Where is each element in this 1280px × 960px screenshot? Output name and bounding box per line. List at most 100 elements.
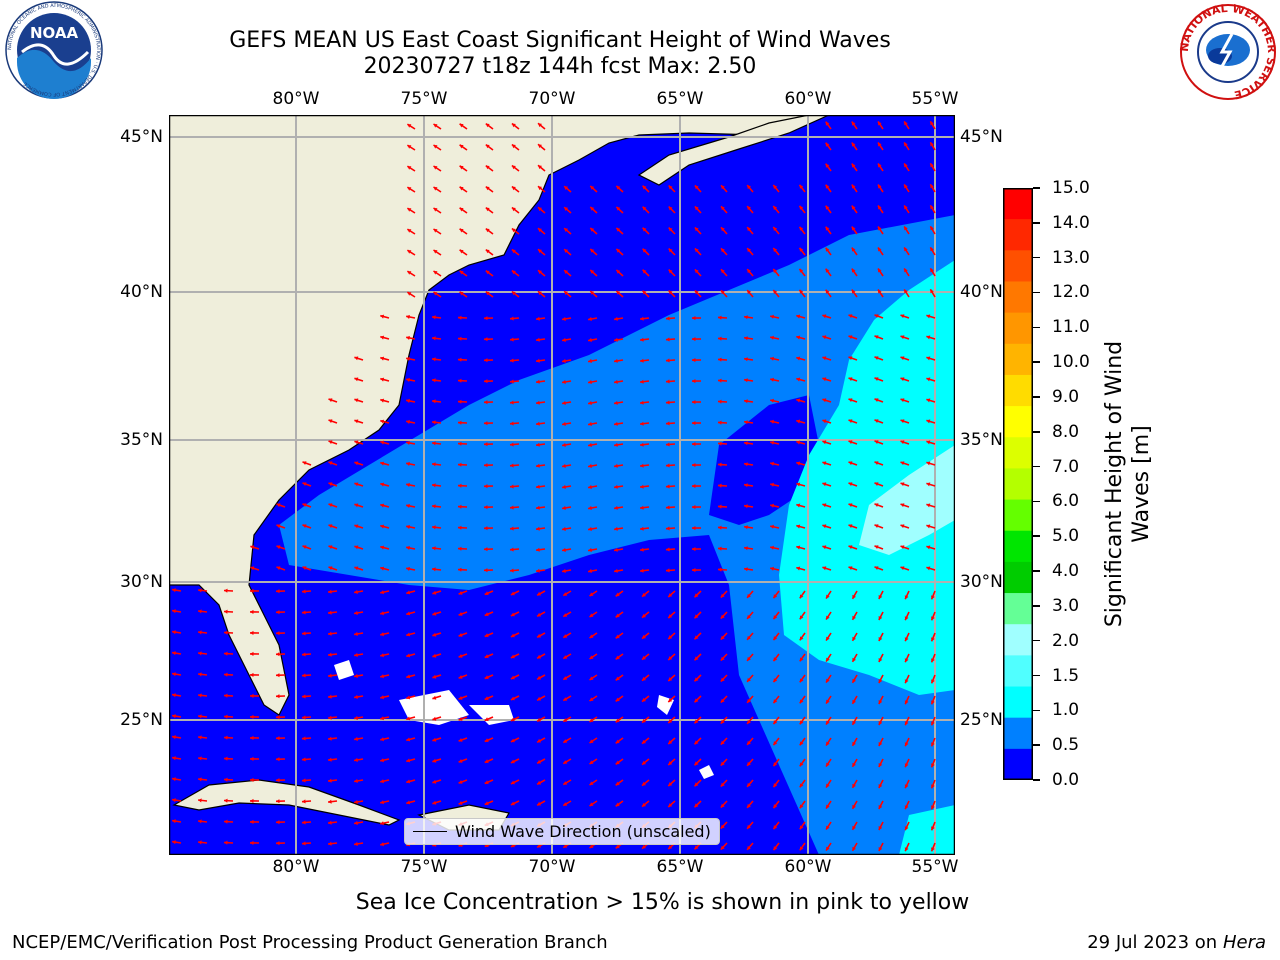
wave-direction-arrowhead xyxy=(380,653,384,658)
wave-direction-arrowhead xyxy=(720,677,725,682)
wave-direction-arrowhead xyxy=(380,524,385,529)
wave-direction-arrowhead xyxy=(354,757,358,762)
wave-direction-arrowhead xyxy=(640,358,644,363)
wave-direction-arrowhead xyxy=(510,738,515,743)
wave-direction-arrowhead xyxy=(537,633,542,638)
lon-label-bottom: 80°W xyxy=(272,857,320,877)
wave-direction-arrowhead xyxy=(640,568,644,573)
wave-direction-arrowhead xyxy=(485,165,490,170)
wave-direction-arrowhead xyxy=(198,672,202,677)
wave-direction-arrowhead xyxy=(799,247,804,252)
legend-line-icon xyxy=(413,831,447,832)
wave-direction-arrowhead xyxy=(851,247,856,252)
wave-direction-arrowhead xyxy=(822,314,827,319)
wave-direction-arrowhead xyxy=(744,399,748,404)
wave-direction-arrowhead xyxy=(510,843,515,848)
wave-direction-arrowhead xyxy=(796,566,801,571)
wave-direction-arrowhead xyxy=(666,484,670,489)
wave-direction-arrowhead xyxy=(848,377,853,382)
wave-direction-arrowhead xyxy=(172,756,176,761)
land-north-america xyxy=(169,115,820,716)
wave-direction-arrowhead xyxy=(826,783,830,788)
wave-direction-arrowhead xyxy=(930,226,934,231)
wave-direction-arrowhead xyxy=(825,205,830,210)
wave-direction-arrowhead xyxy=(668,227,673,232)
colorbar-tick-label: 13.0 xyxy=(1052,247,1090,268)
colorbar-segment xyxy=(1003,250,1033,282)
wave-direction-arrowhead xyxy=(720,614,725,619)
wave-direction-arrowhead xyxy=(537,801,542,806)
wave-direction-arrowhead xyxy=(692,505,696,510)
wave-direction-arrowhead xyxy=(852,678,856,683)
wave-direction-arrowhead xyxy=(900,377,905,382)
wave-direction-arrowhead xyxy=(826,657,830,662)
wave-direction-arrowhead xyxy=(616,290,621,295)
wave-direction-arrowhead xyxy=(328,631,332,636)
wave-direction-arrowhead xyxy=(354,419,359,424)
wave-direction-arrowhead xyxy=(926,398,931,403)
wave-direction-arrowhead xyxy=(536,526,540,531)
wave-direction-arrowhead xyxy=(615,655,620,660)
colorbar-tick-mark xyxy=(1033,744,1040,746)
wave-direction-arrowhead xyxy=(931,658,935,663)
wave-direction-arrowhead xyxy=(276,715,280,720)
wave-direction-arrowhead xyxy=(900,503,905,508)
wave-direction-arrowhead xyxy=(302,631,306,636)
wave-direction-arrowhead xyxy=(380,314,385,319)
wave-direction-arrowhead xyxy=(510,568,514,573)
footer-branch: NCEP/EMC/Verification Post Processing Pr… xyxy=(12,932,608,953)
wave-direction-arrowhead xyxy=(642,781,646,786)
wave-direction-arrowhead xyxy=(926,482,931,487)
wave-direction-arrowhead xyxy=(224,630,228,635)
wave-direction-arrowhead xyxy=(878,226,882,231)
wave-direction-arrowhead xyxy=(588,484,592,489)
wave-direction-arrowhead xyxy=(458,633,463,637)
wave-direction-arrowhead xyxy=(562,421,566,426)
wave-direction-arrowhead xyxy=(848,419,853,424)
colorbar-segment xyxy=(1003,188,1033,220)
wave-direction-arrowhead xyxy=(276,631,280,636)
wave-direction-arrowhead xyxy=(589,760,594,764)
wave-direction-arrowhead xyxy=(615,718,620,723)
wave-direction-arrowhead xyxy=(825,142,830,147)
wave-direction-arrowhead xyxy=(537,843,542,848)
wave-direction-arrowhead xyxy=(484,738,489,743)
wave-direction-arrowhead xyxy=(328,610,332,615)
wave-direction-arrowhead xyxy=(198,840,202,845)
wave-direction-arrowhead xyxy=(822,398,827,403)
wave-direction-arrowhead xyxy=(852,846,856,851)
wave-direction-arrowhead xyxy=(538,249,542,254)
wave-direction-arrowhead xyxy=(484,400,488,405)
wave-direction-arrowhead xyxy=(380,674,384,679)
wave-direction-arrowhead xyxy=(538,123,542,128)
wave-direction-arrowhead xyxy=(744,567,748,572)
wave-direction-arrowhead xyxy=(773,269,778,273)
wave-direction-arrowhead xyxy=(250,735,254,740)
lon-label-bottom: 75°W xyxy=(400,857,448,877)
colorbar-segment xyxy=(1003,717,1033,750)
wave-direction-arrowhead xyxy=(799,184,804,189)
wave-direction-arrowhead xyxy=(926,461,931,466)
wave-direction-arrowhead xyxy=(747,677,751,682)
wave-direction-arrowhead xyxy=(852,762,856,767)
colorbar-segment xyxy=(1003,686,1033,719)
wave-direction-arrowhead xyxy=(302,820,306,825)
wave-direction-arrowhead xyxy=(796,419,801,424)
wave-direction-arrowhead xyxy=(744,315,748,320)
wave-direction-arrowhead xyxy=(458,483,462,488)
colorbar-tick-mark xyxy=(1033,291,1040,294)
wave-direction-arrowhead xyxy=(721,248,725,253)
wave-direction-arrowhead xyxy=(354,398,359,403)
wave-direction-arrowhead xyxy=(666,358,670,363)
wave-direction-arrowhead xyxy=(276,652,280,657)
wave-direction-arrowhead xyxy=(511,144,516,149)
wave-direction-arrowhead xyxy=(718,504,722,509)
wave-direction-arrowhead xyxy=(511,165,516,170)
wave-direction-arrowhead xyxy=(484,358,488,363)
wave-direction-arrowhead xyxy=(694,206,699,211)
wave-direction-arrowhead xyxy=(692,379,696,384)
colorbar-tick-label: 2.0 xyxy=(1052,630,1080,651)
wave-direction-arrowhead xyxy=(537,759,542,764)
wave-direction-arrowhead xyxy=(563,802,568,806)
wave-direction-arrowhead xyxy=(718,378,722,383)
